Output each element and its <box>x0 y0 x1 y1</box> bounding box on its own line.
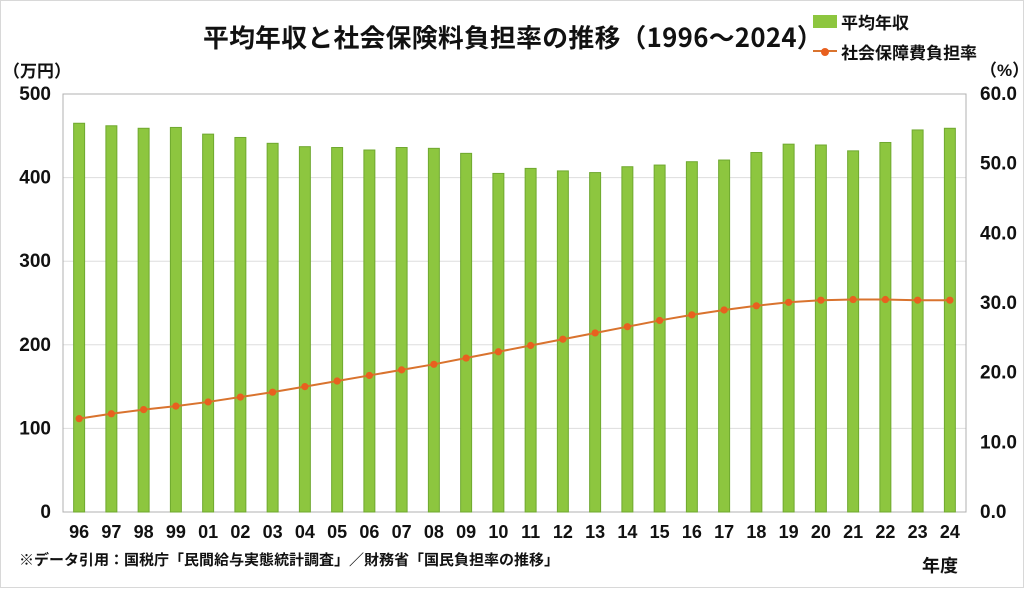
svg-text:14: 14 <box>617 522 637 542</box>
svg-text:40.0: 40.0 <box>980 223 1017 244</box>
svg-text:97: 97 <box>101 522 121 542</box>
svg-text:0.0: 0.0 <box>980 502 1006 523</box>
svg-text:12: 12 <box>553 522 573 542</box>
svg-text:24: 24 <box>940 522 960 542</box>
svg-text:96: 96 <box>69 522 89 542</box>
svg-text:05: 05 <box>327 522 347 542</box>
svg-text:16: 16 <box>682 522 702 542</box>
svg-text:200: 200 <box>19 335 51 356</box>
svg-text:23: 23 <box>908 522 928 542</box>
svg-text:06: 06 <box>359 522 379 542</box>
svg-text:400: 400 <box>19 168 51 189</box>
svg-text:17: 17 <box>714 522 734 542</box>
svg-text:04: 04 <box>295 522 315 542</box>
svg-text:0: 0 <box>40 502 51 523</box>
svg-text:30.0: 30.0 <box>980 293 1017 314</box>
svg-text:60.0: 60.0 <box>980 84 1017 105</box>
svg-text:100: 100 <box>19 418 51 439</box>
svg-text:03: 03 <box>263 522 283 542</box>
svg-text:08: 08 <box>424 522 444 542</box>
svg-text:20: 20 <box>811 522 831 542</box>
svg-text:10.0: 10.0 <box>980 432 1017 453</box>
svg-text:19: 19 <box>779 522 799 542</box>
svg-text:500: 500 <box>19 84 51 105</box>
svg-text:02: 02 <box>230 522 250 542</box>
svg-text:98: 98 <box>134 522 154 542</box>
svg-text:10: 10 <box>488 522 508 542</box>
svg-text:99: 99 <box>166 522 186 542</box>
svg-text:20.0: 20.0 <box>980 363 1017 384</box>
svg-text:300: 300 <box>19 251 51 272</box>
svg-text:01: 01 <box>198 522 218 542</box>
svg-text:18: 18 <box>746 522 766 542</box>
svg-text:11: 11 <box>521 522 540 542</box>
svg-text:21: 21 <box>843 522 863 542</box>
svg-text:07: 07 <box>392 522 412 542</box>
svg-text:09: 09 <box>456 522 476 542</box>
svg-text:50.0: 50.0 <box>980 154 1017 175</box>
svg-text:22: 22 <box>875 522 895 542</box>
svg-text:15: 15 <box>650 522 670 542</box>
svg-text:13: 13 <box>585 522 605 542</box>
